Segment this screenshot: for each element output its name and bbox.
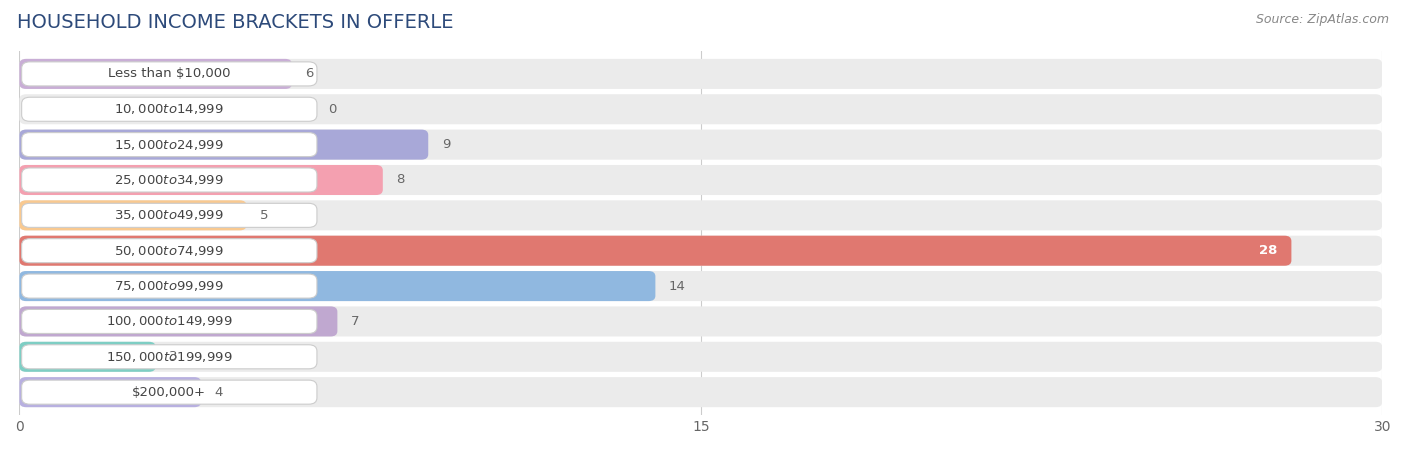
- FancyBboxPatch shape: [20, 377, 1382, 407]
- FancyBboxPatch shape: [20, 130, 429, 160]
- FancyBboxPatch shape: [21, 203, 316, 227]
- Text: $200,000+: $200,000+: [132, 386, 207, 399]
- Text: 0: 0: [328, 103, 336, 116]
- FancyBboxPatch shape: [21, 132, 316, 157]
- FancyBboxPatch shape: [20, 165, 1382, 195]
- FancyBboxPatch shape: [21, 380, 316, 404]
- Text: $75,000 to $99,999: $75,000 to $99,999: [114, 279, 224, 293]
- FancyBboxPatch shape: [20, 236, 1291, 266]
- Text: Less than $10,000: Less than $10,000: [108, 67, 231, 80]
- Text: Source: ZipAtlas.com: Source: ZipAtlas.com: [1256, 13, 1389, 26]
- FancyBboxPatch shape: [20, 271, 1382, 301]
- Text: 6: 6: [305, 67, 314, 80]
- Text: HOUSEHOLD INCOME BRACKETS IN OFFERLE: HOUSEHOLD INCOME BRACKETS IN OFFERLE: [17, 13, 453, 32]
- Text: 3: 3: [169, 350, 177, 363]
- FancyBboxPatch shape: [20, 271, 655, 301]
- FancyBboxPatch shape: [21, 239, 316, 263]
- FancyBboxPatch shape: [20, 306, 1382, 336]
- FancyBboxPatch shape: [21, 274, 316, 298]
- FancyBboxPatch shape: [20, 94, 1382, 124]
- Text: $35,000 to $49,999: $35,000 to $49,999: [114, 208, 224, 222]
- Text: 28: 28: [1260, 244, 1278, 257]
- Text: $50,000 to $74,999: $50,000 to $74,999: [114, 244, 224, 258]
- Text: 9: 9: [441, 138, 450, 151]
- FancyBboxPatch shape: [20, 59, 1382, 89]
- Text: 7: 7: [352, 315, 360, 328]
- FancyBboxPatch shape: [20, 200, 1382, 230]
- FancyBboxPatch shape: [21, 168, 316, 192]
- FancyBboxPatch shape: [20, 165, 382, 195]
- FancyBboxPatch shape: [20, 200, 246, 230]
- Text: $25,000 to $34,999: $25,000 to $34,999: [114, 173, 224, 187]
- Text: $15,000 to $24,999: $15,000 to $24,999: [114, 138, 224, 152]
- FancyBboxPatch shape: [20, 59, 292, 89]
- Text: 5: 5: [260, 209, 269, 222]
- FancyBboxPatch shape: [20, 377, 201, 407]
- FancyBboxPatch shape: [20, 306, 337, 336]
- FancyBboxPatch shape: [20, 342, 1382, 372]
- Text: 4: 4: [215, 386, 224, 399]
- FancyBboxPatch shape: [21, 345, 316, 369]
- Text: $150,000 to $199,999: $150,000 to $199,999: [105, 350, 232, 364]
- FancyBboxPatch shape: [20, 130, 1382, 160]
- FancyBboxPatch shape: [21, 309, 316, 334]
- FancyBboxPatch shape: [21, 62, 316, 86]
- Text: 8: 8: [396, 173, 405, 186]
- FancyBboxPatch shape: [20, 236, 1382, 266]
- Text: $100,000 to $149,999: $100,000 to $149,999: [105, 314, 232, 328]
- Text: 14: 14: [669, 280, 686, 293]
- Text: $10,000 to $14,999: $10,000 to $14,999: [114, 102, 224, 116]
- FancyBboxPatch shape: [21, 97, 316, 121]
- FancyBboxPatch shape: [20, 342, 156, 372]
